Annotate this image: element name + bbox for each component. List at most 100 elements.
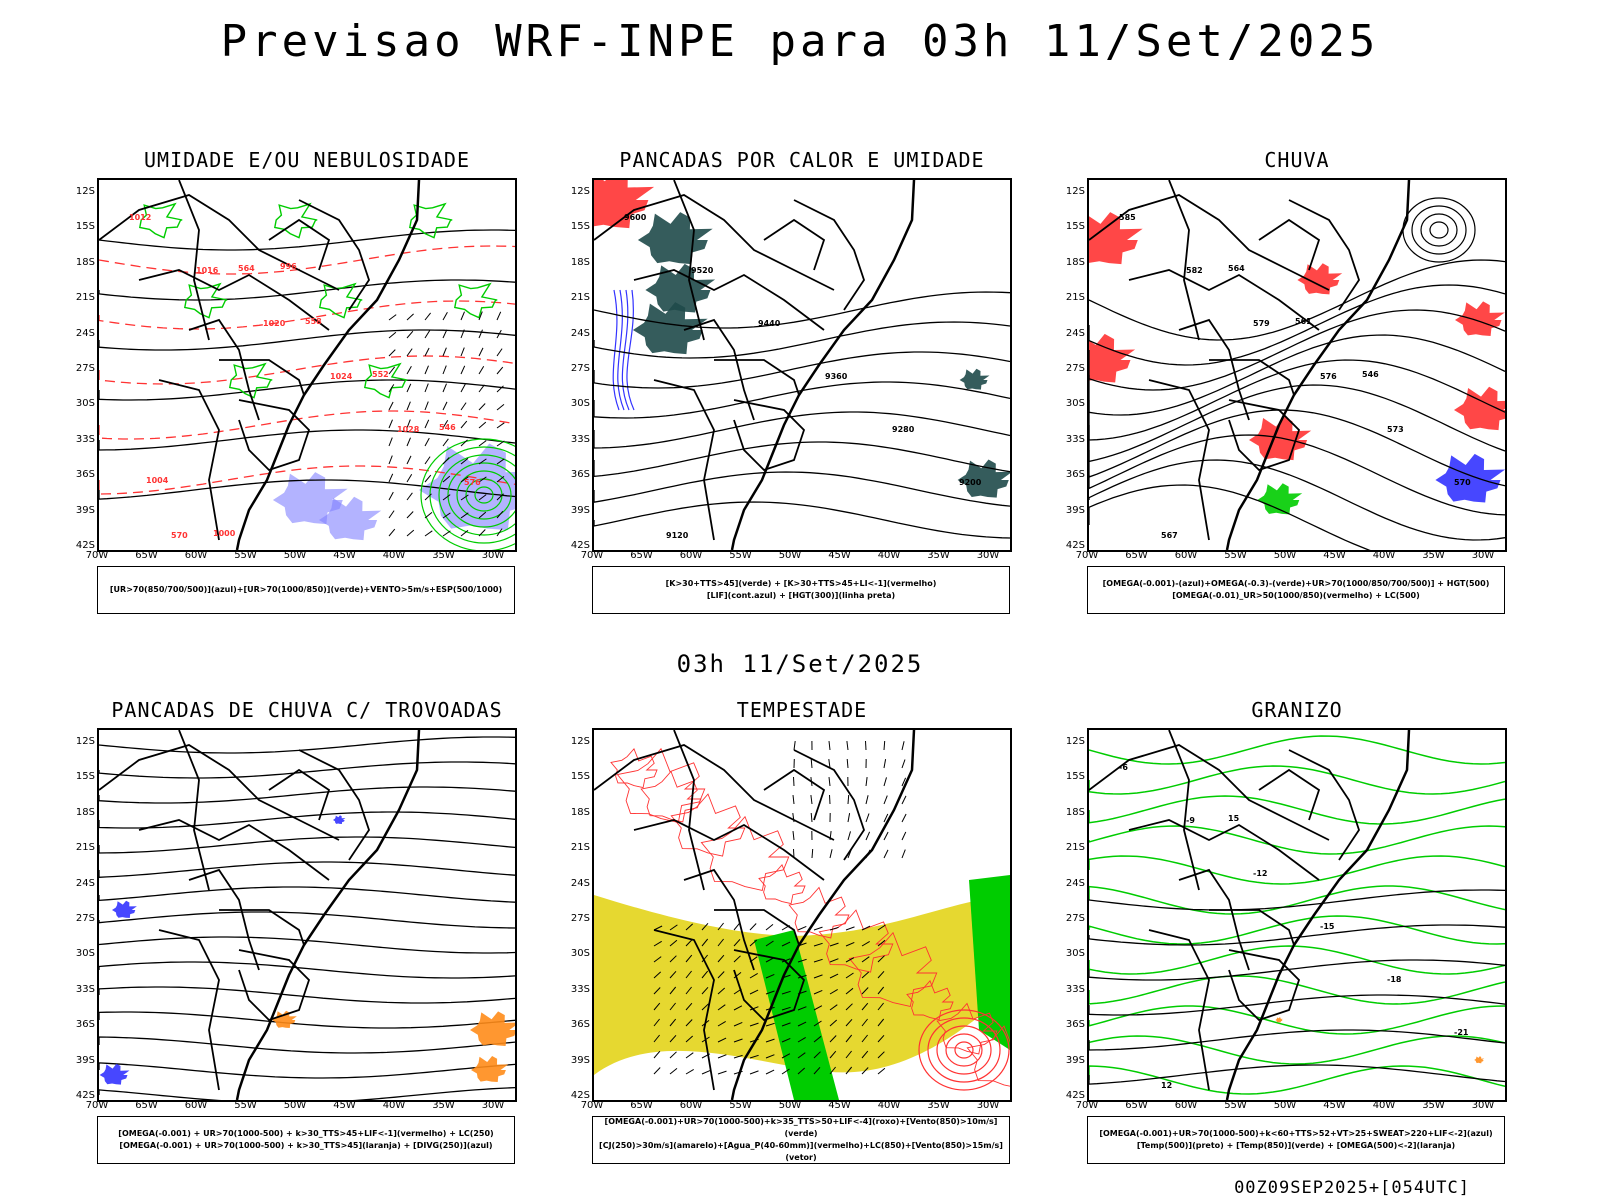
wind-vector	[406, 419, 411, 429]
height-line	[1089, 434, 1505, 516]
lifted-index-contour	[612, 289, 620, 411]
wind-vector	[813, 1005, 823, 1011]
legend-box: [K>30+TTS>45](verde) + [K>30+TTS>45+LI<-…	[592, 566, 1010, 614]
wind-vector	[496, 458, 505, 465]
height-line	[594, 441, 1010, 478]
humidity-low-contour	[183, 282, 228, 319]
border-line	[673, 730, 705, 891]
wind-vector	[717, 987, 726, 995]
wind-vector	[701, 954, 708, 963]
wind-vector	[877, 955, 885, 963]
wind-vector	[865, 740, 867, 751]
wind-vector	[669, 1002, 676, 1011]
wind-vector	[653, 1018, 660, 1027]
border-line	[1089, 744, 1330, 841]
lat-tick-label: 30S	[75, 948, 95, 960]
height-line	[1089, 409, 1505, 487]
wind-vector	[669, 1018, 677, 1027]
wind-vector	[810, 795, 813, 805]
streamline	[99, 861, 515, 878]
wind-vector	[877, 970, 885, 979]
humidity-low-contour	[138, 202, 183, 239]
lon-tick-label: 50W	[1273, 550, 1297, 561]
contour-label: 12	[1161, 1081, 1172, 1090]
lat-tick-label: 24S	[570, 877, 590, 889]
lon-tick-label: 45W	[828, 1100, 851, 1111]
lat-tick-label: 39S	[75, 1054, 95, 1066]
lat-tick-label: 15S	[75, 221, 95, 233]
isobar	[99, 379, 515, 401]
wind-vector	[406, 348, 413, 357]
wind-vector	[496, 528, 503, 537]
wind-vector	[406, 511, 414, 519]
wind-vector	[829, 942, 839, 947]
border-line	[1128, 819, 1320, 881]
border-line	[138, 819, 330, 881]
lat-tick-label: 18S	[1065, 806, 1085, 818]
legend-text: [CJ(250)>30m/s](amarelo)+[Agua_P(40-60mm…	[599, 1141, 1003, 1162]
lon-tick-label: 65W	[135, 550, 158, 561]
divergence-area	[333, 815, 346, 824]
lon-tick-label: 65W	[135, 1100, 158, 1111]
wind-vector	[424, 456, 431, 465]
instability-area	[594, 180, 655, 229]
wind-vector	[883, 849, 889, 859]
temp-500-line	[1089, 924, 1505, 946]
cyclone-contour	[438, 454, 515, 536]
wind-vector	[442, 457, 450, 465]
wind-vector	[460, 311, 465, 321]
wind-vector	[829, 794, 831, 805]
temp-850-line	[1089, 885, 1505, 915]
wind-vector	[478, 403, 486, 411]
contour-label: 576	[464, 478, 481, 487]
legend-box: [OMEGA(-0.001)+UR>70(1000-500)+k<60+TTS>…	[1087, 1116, 1505, 1164]
height-line	[594, 291, 1010, 329]
contour-label: 9120	[666, 531, 689, 540]
lon-tick-label: 30W	[1471, 550, 1495, 561]
wind-vector	[733, 922, 741, 931]
wind-vector	[781, 1037, 791, 1043]
wind-vector	[669, 1068, 678, 1075]
lon-tick-label: 45W	[1323, 550, 1346, 561]
contour-label: 567	[1161, 531, 1178, 540]
contour-label: 9280	[892, 425, 915, 434]
border-line	[188, 318, 260, 421]
wind-vector	[717, 971, 725, 979]
humidity-mid-area	[319, 496, 382, 541]
wind-vector	[845, 926, 855, 931]
wind-vector	[829, 926, 839, 931]
height-line	[594, 411, 1010, 449]
wind-vector	[813, 974, 823, 979]
wind-vector	[424, 437, 430, 447]
temp-850-line	[1089, 975, 1505, 1005]
lifted-index-contour	[617, 289, 625, 411]
lon-tick-label: 40W	[877, 550, 901, 561]
temp-850-line	[1089, 735, 1505, 765]
lat-tick-label: 15S	[75, 771, 95, 783]
border-line	[793, 749, 865, 861]
contour-label: 1028	[397, 425, 420, 434]
lat-tick-label: 33S	[570, 983, 590, 995]
wind-vector	[653, 940, 662, 947]
streamline	[99, 986, 515, 1004]
map-canvas: -6 -9 -12 -15 -18 -21 12 15	[1089, 730, 1505, 1100]
humidity-low-contour	[228, 362, 273, 399]
lat-tick-label: 24S	[1065, 327, 1085, 339]
lon-tick-label: 70W	[85, 1100, 109, 1111]
contour-label: -12	[1253, 869, 1267, 878]
wind-vector	[861, 1034, 868, 1043]
border-line	[298, 749, 370, 861]
lat-tick-label: 27S	[1065, 363, 1085, 374]
legend-box: [OMEGA(-0.001) + UR>70(1000-500) + k>30_…	[97, 1116, 515, 1164]
streamline	[758, 863, 806, 905]
contour-label: 570	[1454, 478, 1471, 487]
border-line	[763, 218, 826, 271]
wind-vector	[829, 1035, 837, 1043]
divergence-area	[112, 900, 137, 918]
thickness-line	[99, 410, 515, 440]
contour-label: 564	[1228, 264, 1245, 273]
wind-vector	[883, 777, 887, 787]
lat-tick-label: 18S	[1065, 256, 1085, 268]
height-line	[1089, 384, 1505, 463]
lon-tick-label: 40W	[1372, 1100, 1396, 1111]
